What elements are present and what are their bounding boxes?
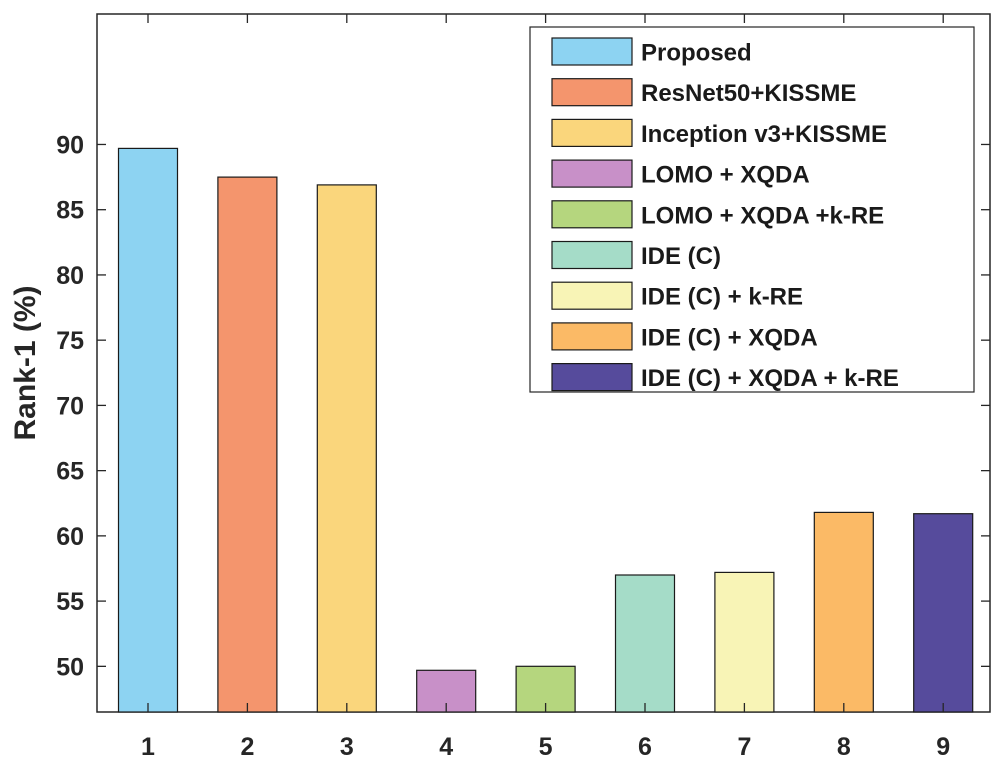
bars [117,147,974,713]
x-tick-label: 2 [240,733,254,761]
legend-label: IDE (C) [641,243,721,270]
bar-2 [217,176,278,713]
legend-label: ResNet50+KISSME [641,80,856,107]
x-tick-label: 6 [638,733,652,761]
legend-label: IDE (C) + XQDA [641,324,818,351]
y-tick-label: 50 [56,653,84,681]
y-tick-label: 90 [56,131,84,159]
y-axis: 50 55 60 65 70 75 80 85 90 [56,131,990,681]
legend-swatch [551,118,633,148]
legend-swatch [551,322,633,351]
legend-swatch [551,78,633,107]
y-tick-label: 70 [56,392,84,420]
legend: Proposed ResNet50+KISSME Inception v3+KISS… [529,26,975,393]
bar-8 [813,511,874,713]
legend-label: Inception v3+KISSME [641,121,887,148]
x-tick-label: 1 [141,733,155,761]
legend-swatch [551,200,633,229]
bar-1 [117,147,179,713]
x-tick-label: 3 [340,733,354,761]
legend-swatch [551,159,633,188]
legend-swatch [551,37,633,66]
legend-label: IDE (C) + XQDA + k-RE [641,365,899,392]
legend-label: LOMO + XQDA [641,162,810,189]
x-tick-label: 7 [737,733,751,761]
y-tick-label: 65 [56,458,84,486]
legend-swatch [551,363,633,392]
bar-7 [714,571,775,713]
bar-6 [614,574,676,713]
legend-label: LOMO + XQDA +k-RE [641,202,884,229]
y-tick-label: 55 [56,588,84,616]
x-tick-label: 5 [539,733,553,761]
bar-9 [913,513,974,713]
x-tick-label: 8 [837,733,851,761]
y-tick-label: 85 [56,197,84,225]
legend-label: IDE (C) + k-RE [641,284,803,311]
y-tick-label: 80 [56,262,84,290]
y-axis-label: Rank-1 (%) [9,285,42,440]
bar-3 [316,184,377,713]
x-axis: 1 2 3 4 5 6 7 8 9 [141,14,950,761]
x-tick-label: 4 [439,733,453,761]
y-tick-label: 75 [56,327,84,355]
y-tick-label: 60 [56,523,84,551]
x-tick-label: 9 [936,733,950,761]
legend-swatch [551,281,633,310]
legend-swatch [551,240,633,270]
legend-label: Proposed [641,40,752,67]
